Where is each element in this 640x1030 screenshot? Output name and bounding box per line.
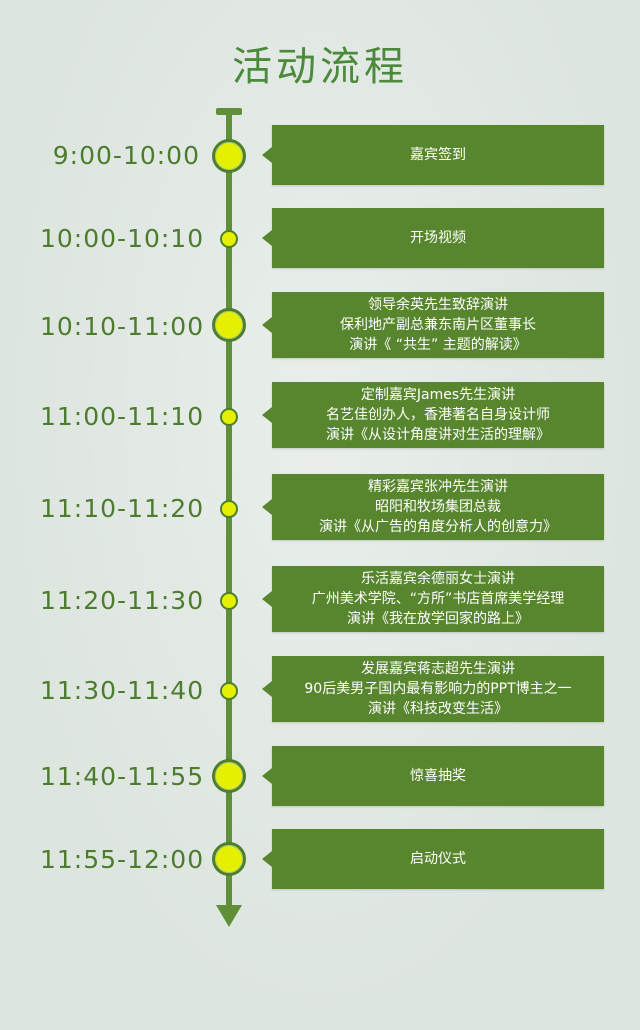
agenda-line: 嘉宾签到 <box>410 147 466 163</box>
timeline-dot-large <box>212 139 246 173</box>
time-label: 11:30-11:40 <box>40 676 205 705</box>
agenda-line: 昭阳和牧场集团总裁 <box>375 499 501 515</box>
agenda-line: 惊喜抽奖 <box>410 768 466 784</box>
page-title: 活动流程 <box>232 44 408 90</box>
timeline-dot-large <box>212 308 246 342</box>
timeline-dot-small <box>220 230 238 248</box>
timeline-dot-small <box>220 682 238 700</box>
agenda-line: 精彩嘉宾张冲先生演讲 <box>368 479 508 495</box>
agenda-line: 乐活嘉宾余德丽女士演讲 <box>361 571 515 587</box>
agenda-box: 领导余英先生致辞演讲 保利地产副总兼东南片区董事长 演讲《 “共生” 主题的解读… <box>262 292 604 358</box>
timeline-axis-cap <box>216 108 242 115</box>
agenda-line: 启动仪式 <box>410 851 466 867</box>
agenda-box: 惊喜抽奖 <box>262 746 604 806</box>
timeline-dot-small <box>220 592 238 610</box>
time-label: 11:40-11:55 <box>40 762 205 791</box>
agenda-line: 广州美术学院、“方所”书店首席美学经理 <box>311 591 565 607</box>
agenda-box: 定制嘉宾James先生演讲 名艺佳创办人，香港著名自身设计师 演讲《从设计角度讲… <box>262 382 604 448</box>
agenda-line: 保利地产副总兼东南片区董事长 <box>340 317 536 333</box>
agenda-line: 演讲《从广告的角度分析人的创意力》 <box>319 519 557 535</box>
time-label: 11:20-11:30 <box>40 586 205 615</box>
timeline-dot-small <box>220 500 238 518</box>
agenda-line: 演讲《我在放学回家的路上》 <box>347 611 529 627</box>
timeline-dot-small <box>220 408 238 426</box>
agenda-line: 演讲《科技改变生活》 <box>368 701 508 717</box>
timeline-dot-large <box>212 759 246 793</box>
time-label: 10:00-10:10 <box>40 224 205 253</box>
agenda-line: 名艺佳创办人，香港著名自身设计师 <box>326 407 550 423</box>
agenda-line: 定制嘉宾James先生演讲 <box>360 387 516 403</box>
agenda-line: 演讲《从设计角度讲对生活的理解》 <box>326 427 550 443</box>
agenda-line: 发展嘉宾蒋志超先生演讲 <box>361 661 515 677</box>
agenda-box: 发展嘉宾蒋志超先生演讲 90后美男子国内最有影响力的PPT博主之一 演讲《科技改… <box>262 656 604 722</box>
agenda-line: 开场视频 <box>410 230 466 246</box>
agenda-box: 精彩嘉宾张冲先生演讲 昭阳和牧场集团总裁 演讲《从广告的角度分析人的创意力》 <box>262 474 604 540</box>
arrow-down-icon <box>216 905 242 927</box>
agenda-line: 领导余英先生致辞演讲 <box>368 297 508 313</box>
time-label: 11:55-12:00 <box>40 845 205 874</box>
time-label: 11:00-11:10 <box>40 402 205 431</box>
agenda-box: 开场视频 <box>262 208 604 268</box>
agenda-line: 90后美男子国内最有影响力的PPT博主之一 <box>304 681 572 697</box>
time-label: 11:10-11:20 <box>40 494 205 523</box>
agenda-line: 演讲《 “共生” 主题的解读》 <box>349 337 527 353</box>
agenda-box: 嘉宾签到 <box>262 125 604 185</box>
agenda-box: 乐活嘉宾余德丽女士演讲 广州美术学院、“方所”书店首席美学经理 演讲《我在放学回… <box>262 566 604 632</box>
time-label: 10:10-11:00 <box>40 312 205 341</box>
timeline-dot-large <box>212 842 246 876</box>
agenda-box: 启动仪式 <box>262 829 604 889</box>
time-label: 9:00-10:00 <box>52 141 200 170</box>
